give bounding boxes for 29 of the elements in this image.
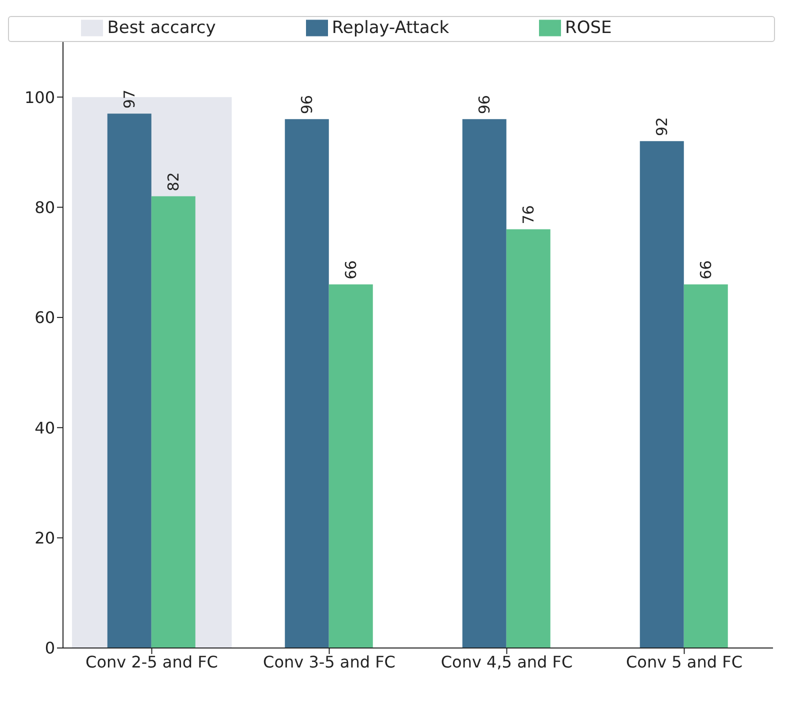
data-label: 96	[298, 95, 316, 114]
y-tick-label: 100	[24, 88, 55, 107]
bar	[462, 119, 506, 648]
bar	[151, 196, 196, 648]
x-tick-label: Conv 2-5 and FC	[86, 652, 218, 672]
data-label: 82	[164, 172, 182, 192]
x-tick-label: Conv 4,5 and FC	[440, 652, 573, 672]
bar	[684, 284, 728, 648]
bar	[506, 229, 550, 648]
data-label: 76	[519, 205, 538, 224]
x-tick-label: Conv 3-5 and FC	[263, 652, 396, 672]
y-tick-label: 80	[34, 198, 55, 217]
y-tick-label: 60	[34, 308, 55, 328]
bar	[107, 114, 152, 648]
y-tick-label: 0	[44, 638, 55, 658]
data-label: 92	[652, 117, 671, 136]
bar	[284, 119, 329, 648]
data-label: 66	[342, 260, 360, 280]
data-label: 96	[475, 95, 494, 114]
data-label: 66	[696, 260, 715, 280]
bar	[640, 141, 684, 648]
bar	[328, 284, 373, 648]
legend-label: Best accarcy	[107, 18, 216, 38]
y-tick-label: 40	[34, 418, 55, 438]
x-tick-label: Conv 5 and FC	[626, 652, 742, 672]
legend-label: ROSE	[565, 18, 612, 38]
y-tick-label: 20	[34, 528, 55, 548]
data-label: 97	[120, 90, 138, 109]
legend-label: Replay-Attack	[332, 18, 450, 38]
